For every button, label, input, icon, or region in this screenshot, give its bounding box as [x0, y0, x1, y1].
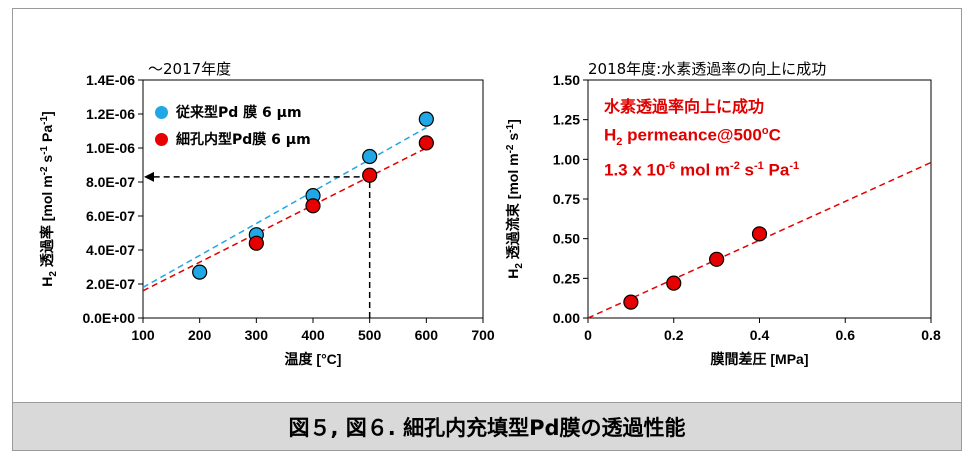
y-tick-label: 0.25 [553, 270, 580, 286]
y-tick-label: 4.0E-07 [86, 242, 135, 258]
y-axis-title: H2 透過流束 [mol m-2 s-1] [505, 119, 525, 279]
trend-line-0 [142, 126, 427, 289]
x-tick-label: 600 [415, 327, 439, 343]
y-tick-label: 6.0E-07 [86, 208, 135, 224]
legend-item-pore-filled: 細孔内型Pd膜 6 μm [155, 128, 311, 150]
legend-label-pore-filled: 細孔内型Pd膜 6 μm [176, 132, 311, 148]
y-tick-label: 1.2E-06 [86, 106, 135, 122]
trend-line-1 [142, 147, 427, 292]
legend-item-conventional: 従来型Pd 膜 6 μm [155, 101, 311, 123]
data-point-s0 [666, 275, 682, 291]
data-point-s1 [305, 198, 321, 214]
x-tick-label: 100 [131, 327, 155, 343]
y-axis-title: H2 透過率 [mol m-2 s-1 Pa-1] [39, 111, 59, 286]
data-point-s0 [623, 294, 639, 310]
y-tick-label: 1.50 [553, 72, 580, 88]
right-chart-title: 2018年度:水素透過率の向上に成功 [588, 60, 827, 78]
data-point-s0 [418, 111, 434, 127]
right-annotation: 水素透過率向上に成功 H2 permeance@500oC 1.3 x 10-6… [604, 95, 799, 183]
y-tick-label: 1.00 [553, 151, 580, 167]
guide-arrowhead [144, 171, 154, 182]
y-tick-label: 0.0E+00 [82, 310, 135, 326]
y-tick-label: 1.4E-06 [86, 72, 135, 88]
x-axis-title: 膜間差圧 [MPa] [711, 351, 809, 367]
x-tick-label: 0.2 [664, 327, 684, 343]
figure-caption-bar: 図５, 図６. 細孔内充填型Pd膜の透過性能 [12, 402, 962, 451]
y-tick-label: 2.0E-07 [86, 276, 135, 292]
y-tick-label: 0.00 [553, 310, 580, 326]
trend-line-0 [587, 161, 932, 319]
annotation-success: 水素透過率向上に成功 [604, 97, 765, 116]
legend-marker-blue [155, 105, 168, 119]
y-tick-label: 1.25 [553, 112, 580, 128]
data-point-s0 [192, 264, 208, 280]
data-point-s0 [751, 226, 768, 242]
left-chart-title: ～2017年度 [148, 60, 232, 78]
x-tick-label: 0.4 [750, 327, 770, 343]
data-point-s1 [362, 167, 378, 183]
annotation-permeance-label: H2 permeance@500oC [604, 125, 781, 149]
annotation-permeance-value: 1.3 x 10-6 mol m-2 s-1 Pa-1 [604, 160, 800, 180]
x-tick-label: 0.8 [921, 327, 941, 343]
x-tick-label: 0 [584, 327, 592, 343]
legend-label-conventional: 従来型Pd 膜 6 μm [176, 105, 302, 121]
y-tick-label: 0.75 [553, 191, 580, 207]
data-point-s0 [362, 148, 378, 165]
x-axis-title: 温度 [°C] [285, 351, 342, 367]
x-tick-label: 0.6 [836, 327, 856, 343]
data-point-s1 [248, 235, 264, 251]
x-tick-label: 200 [188, 327, 212, 343]
figure-caption: 図５, 図６. 細孔内充填型Pd膜の透過性能 [288, 415, 686, 440]
data-point-s1 [418, 135, 434, 151]
y-tick-label: 0.50 [553, 231, 580, 247]
x-tick-label: 500 [358, 327, 382, 343]
legend-marker-red [155, 132, 168, 146]
x-tick-label: 400 [301, 327, 325, 343]
x-tick-label: 700 [471, 327, 495, 343]
left-legend: 従来型Pd 膜 6 μm 細孔内型Pd膜 6 μm [155, 101, 311, 150]
y-tick-label: 1.0E-06 [86, 140, 135, 156]
y-tick-label: 8.0E-07 [86, 174, 135, 190]
data-point-s0 [709, 251, 725, 267]
x-tick-label: 300 [245, 327, 269, 343]
